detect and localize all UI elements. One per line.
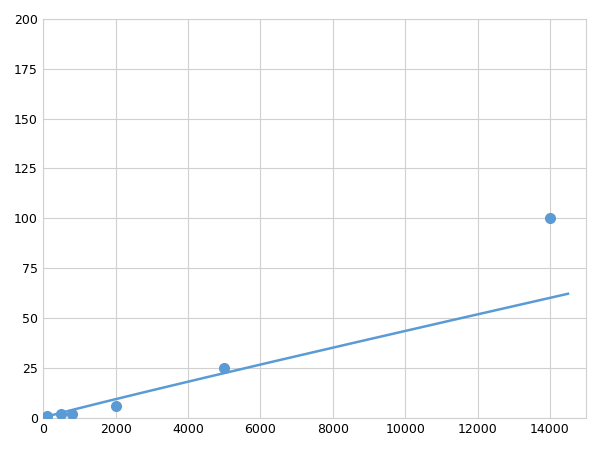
Point (67, 410, 77, 417)
Point (220, 364, 229, 371)
Point (56, 410, 66, 417)
Point (545, 215, 555, 222)
Point (111, 402, 121, 409)
Point (42, 412, 52, 419)
